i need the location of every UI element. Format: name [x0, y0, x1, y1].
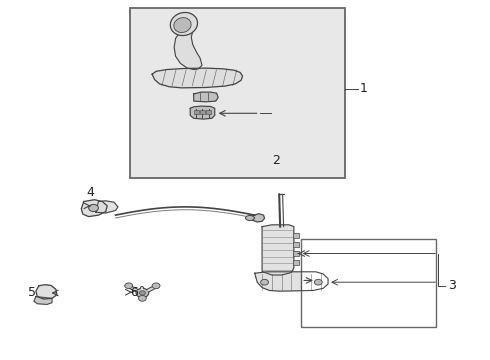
Polygon shape	[190, 106, 215, 119]
Ellipse shape	[245, 216, 254, 221]
Ellipse shape	[174, 18, 191, 32]
Polygon shape	[174, 30, 202, 69]
Text: 2: 2	[272, 154, 280, 167]
Circle shape	[261, 279, 269, 285]
Circle shape	[139, 296, 147, 301]
Text: 4: 4	[86, 186, 94, 199]
Bar	[293, 251, 299, 256]
Polygon shape	[34, 297, 52, 305]
Polygon shape	[252, 214, 265, 222]
Bar	[293, 233, 299, 238]
Text: 3: 3	[448, 279, 456, 292]
Polygon shape	[255, 272, 328, 291]
Bar	[301, 239, 436, 327]
Circle shape	[152, 283, 160, 289]
Circle shape	[125, 283, 133, 289]
Bar	[130, 8, 345, 178]
Circle shape	[140, 291, 146, 295]
Polygon shape	[81, 200, 107, 217]
Text: 6: 6	[130, 287, 138, 300]
Text: 5: 5	[27, 287, 36, 300]
Polygon shape	[194, 92, 218, 102]
Bar	[293, 260, 299, 265]
Polygon shape	[262, 225, 294, 275]
Bar	[194, 110, 198, 114]
Bar	[200, 110, 205, 114]
Bar	[293, 242, 299, 247]
Text: 1: 1	[360, 82, 368, 95]
Polygon shape	[96, 201, 118, 213]
Bar	[206, 110, 211, 114]
Circle shape	[89, 204, 98, 212]
Polygon shape	[152, 68, 243, 88]
Circle shape	[136, 288, 149, 298]
Polygon shape	[36, 285, 57, 299]
Ellipse shape	[171, 13, 197, 36]
Circle shape	[315, 279, 322, 285]
